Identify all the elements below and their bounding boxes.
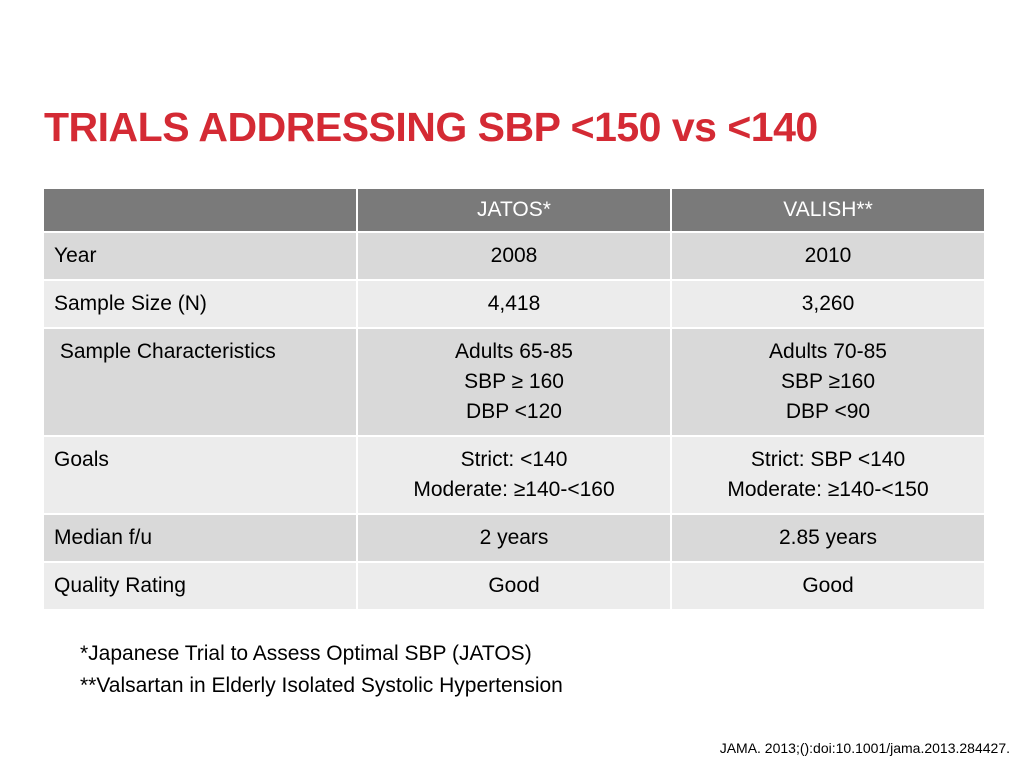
valish-value-line: SBP ≥160 — [780, 370, 876, 393]
valish-value-cell: Adults 70-85 SBP ≥160 DBP <90 — [670, 327, 986, 437]
row-label: Year — [42, 231, 358, 281]
table-row: Sample Size (N) 4,418 3,260 — [42, 279, 986, 329]
row-label: Goals — [42, 435, 358, 515]
row-label: Median f/u — [42, 513, 358, 563]
table-header-row: JATOS* VALISH** — [42, 187, 986, 233]
table-row: Quality Rating Good Good — [42, 561, 986, 611]
valish-value-cell: Good — [670, 561, 986, 611]
table-row: Median f/u 2 years 2.85 years — [42, 513, 986, 563]
jatos-value-line: Strict: <140 — [460, 448, 568, 471]
table-row: Year 2008 2010 — [42, 231, 986, 281]
valish-value-cell: 3,260 — [670, 279, 986, 329]
trials-comparison-table: JATOS* VALISH** Year 2008 2010 Sample Size … — [42, 187, 986, 611]
valish-value-cell: 2010 — [670, 231, 986, 281]
jatos-value-cell: 2 years — [356, 513, 672, 563]
valish-value-line: Moderate: ≥140-<150 — [727, 478, 929, 501]
valish-value-line: 2.85 years — [778, 526, 878, 549]
jatos-value-line: SBP ≥ 160 — [464, 370, 564, 393]
valish-value-line: Good — [802, 574, 854, 597]
jatos-value-cell: Adults 65-85 SBP ≥ 160 DBP <120 — [356, 327, 672, 437]
row-label: Sample Size (N) — [42, 279, 358, 329]
table-row: Goals Strict: <140 Moderate: ≥140-<160 Stri… — [42, 435, 986, 515]
valish-value-line: Adults 70-85 — [769, 340, 887, 363]
footnote-jatos: *Japanese Trial to Assess Optimal SBP (J… — [80, 642, 532, 665]
jatos-value-line: 4,418 — [487, 292, 541, 315]
row-label: Quality Rating — [42, 561, 358, 611]
citation: JAMA. 2013;():doi:10.1001/jama.2013.2844… — [719, 740, 1010, 756]
jatos-value-line: DBP <120 — [466, 400, 562, 423]
valish-value-line: Strict: SBP <140 — [750, 448, 906, 471]
jatos-value-line: 2008 — [490, 244, 538, 267]
jatos-value-cell: Good — [356, 561, 672, 611]
footnotes: *Japanese Trial to Assess Optimal SBP (J… — [80, 638, 563, 702]
table-body: Year 2008 2010 Sample Size (N) 4,418 3,260 Sa… — [42, 231, 986, 611]
jatos-value-cell: Strict: <140 Moderate: ≥140-<160 — [356, 435, 672, 515]
jatos-value-cell: 2008 — [356, 231, 672, 281]
jatos-value-cell: 4,418 — [356, 279, 672, 329]
table-row: Sample Characteristics Adults 65-85 SBP ≥ … — [42, 327, 986, 437]
slide-title: TRIALS ADDRESSING SBP <150 vs <140 — [44, 104, 818, 150]
footnote-valish: **Valsartan in Elderly Isolated Systolic… — [80, 674, 563, 697]
valish-value-cell: 2.85 years — [670, 513, 986, 563]
valish-value-line: DBP <90 — [785, 400, 871, 423]
valish-value-cell: Strict: SBP <140 Moderate: ≥140-<150 — [670, 435, 986, 515]
header-valish: VALISH** — [670, 187, 986, 233]
valish-value-line: 3,260 — [801, 292, 855, 315]
jatos-value-line: 2 years — [479, 526, 549, 549]
jatos-value-line: Moderate: ≥140-<160 — [413, 478, 615, 501]
valish-value-line: 2010 — [804, 244, 852, 267]
jatos-value-line: Good — [488, 574, 540, 597]
header-empty-cell — [42, 187, 358, 233]
row-label: Sample Characteristics — [42, 327, 358, 437]
jatos-value-line: Adults 65-85 — [455, 340, 573, 363]
header-jatos: JATOS* — [356, 187, 672, 233]
